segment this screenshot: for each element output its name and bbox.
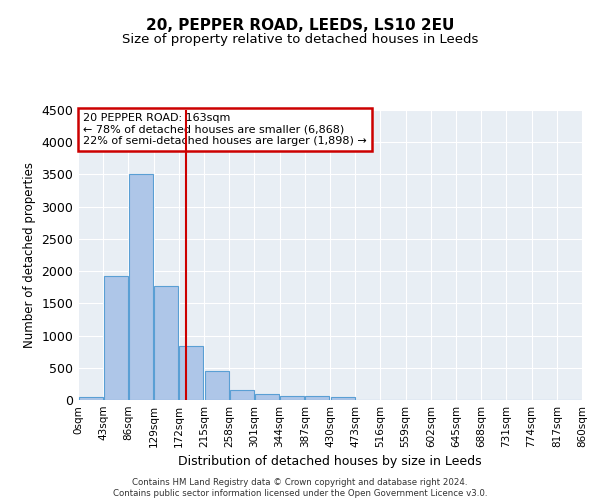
Bar [331, 398, 355, 400]
Text: 20 PEPPER ROAD: 163sqm
← 78% of detached houses are smaller (6,868)
22% of semi-: 20 PEPPER ROAD: 163sqm ← 78% of detached… [83, 113, 367, 146]
Bar [230, 390, 254, 400]
Bar [129, 174, 153, 400]
Bar [79, 397, 103, 400]
Text: Size of property relative to detached houses in Leeds: Size of property relative to detached ho… [122, 32, 478, 46]
Text: 20, PEPPER ROAD, LEEDS, LS10 2EU: 20, PEPPER ROAD, LEEDS, LS10 2EU [146, 18, 454, 32]
Bar [205, 371, 229, 400]
Text: Contains HM Land Registry data © Crown copyright and database right 2024.
Contai: Contains HM Land Registry data © Crown c… [113, 478, 487, 498]
Y-axis label: Number of detached properties: Number of detached properties [23, 162, 36, 348]
Bar [154, 286, 178, 400]
Bar [179, 346, 203, 400]
X-axis label: Distribution of detached houses by size in Leeds: Distribution of detached houses by size … [178, 456, 482, 468]
Bar [280, 396, 304, 400]
Bar [104, 276, 128, 400]
Bar [255, 394, 279, 400]
Bar [305, 396, 329, 400]
